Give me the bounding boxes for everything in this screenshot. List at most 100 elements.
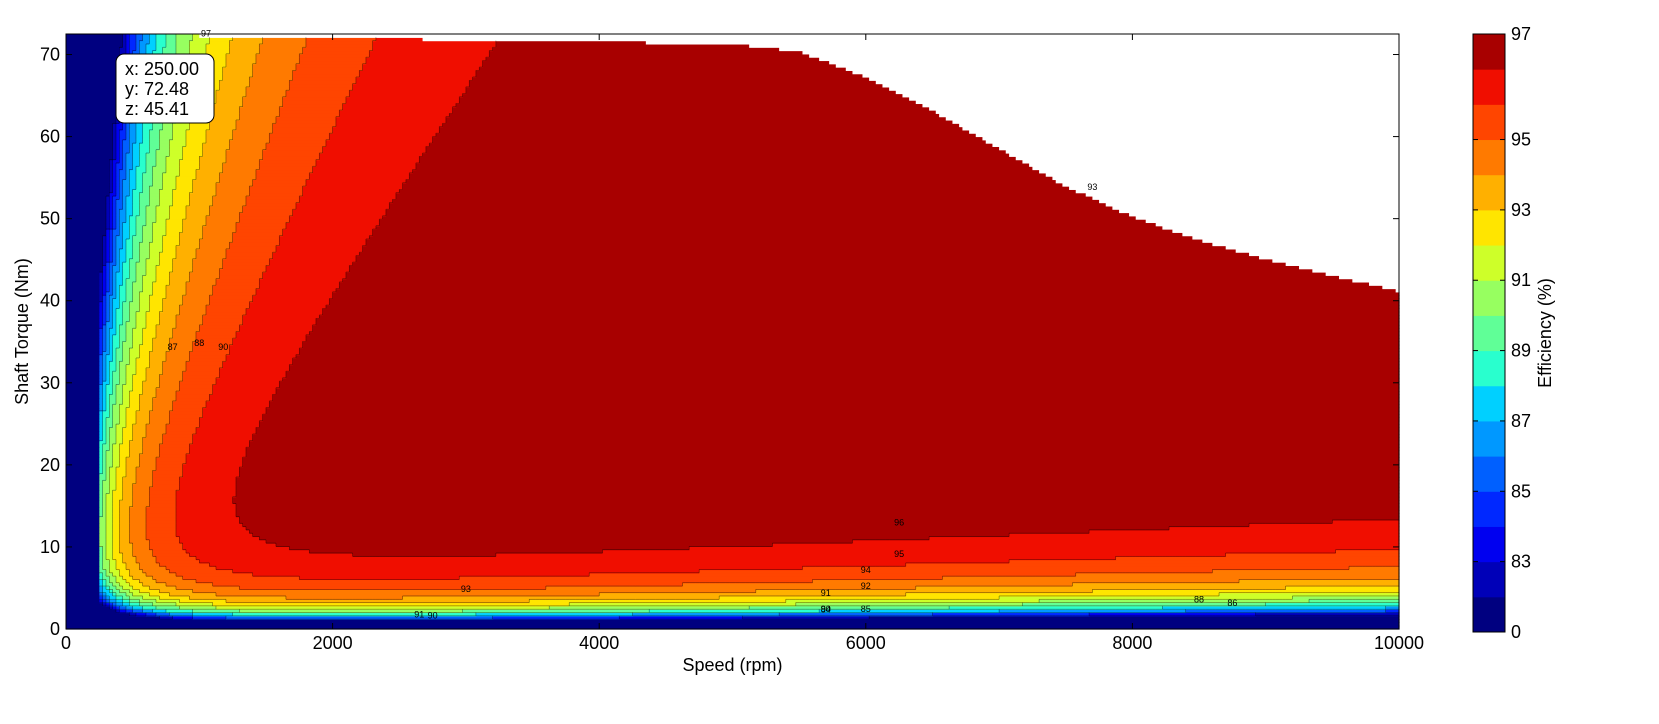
contour-band-cell (129, 450, 144, 455)
contour-band-cell (139, 258, 147, 263)
contour-band-cell (99, 348, 104, 352)
contour-band-cell (115, 162, 124, 167)
contour-band-cell (812, 579, 1240, 584)
contour-band-cell (402, 186, 1070, 190)
contour-band-cell (139, 195, 150, 200)
contour-band-cell (66, 86, 117, 91)
contour-band-cell (119, 536, 130, 541)
contour-band-cell (992, 143, 1400, 147)
contour-band-cell (179, 235, 204, 240)
contour-band-cell (66, 562, 100, 567)
contour-band-cell (182, 470, 240, 475)
contour-band-cell (182, 371, 220, 376)
contour-band-cell (129, 453, 140, 458)
contour-band-cell (105, 384, 114, 389)
contour-band-cell (299, 351, 1400, 356)
contour-band-cell (109, 576, 117, 581)
contour-band-cell (112, 582, 120, 587)
contour-band-cell (122, 576, 134, 581)
contour-band-cell (125, 169, 130, 174)
contour-band-cell (1009, 153, 1400, 157)
contour-band-cell (285, 374, 1400, 379)
contour-band-cell (235, 331, 310, 336)
contour-band-cell (162, 179, 177, 184)
contour-band-cell (115, 609, 120, 614)
contour-band-cell (112, 242, 117, 247)
contour-band-cell (985, 139, 1400, 144)
contour-band-cell (132, 496, 150, 501)
contour-band-cell (245, 526, 1170, 531)
contour-band-cell (165, 162, 180, 167)
contour-band-cell (125, 166, 134, 171)
contour-band-cell (109, 232, 114, 237)
contour-band-cell (105, 556, 114, 561)
contour-band-cell (169, 153, 184, 157)
contour-band-cell (115, 153, 120, 157)
contour-band-cell (102, 463, 107, 468)
contour-band-cell (112, 238, 117, 243)
contour-band-cell (155, 153, 170, 157)
contour-band-cell (155, 334, 174, 339)
contour-band-cell (295, 202, 390, 207)
contour-band-cell (149, 37, 157, 42)
contour-band-cell (302, 192, 397, 197)
contour-band-cell (119, 569, 130, 574)
contour-band-cell (112, 450, 120, 455)
contour-band-cell (129, 149, 134, 154)
contour-band-cell (282, 96, 347, 101)
contour-band-cell (252, 70, 294, 75)
contour-band-cell (372, 229, 1173, 233)
contour-band-cell (102, 460, 107, 465)
contour-band-cell (355, 80, 470, 85)
contour-band-cell (105, 457, 114, 462)
contour-band-cell (1052, 176, 1400, 181)
contour-band-cell (222, 166, 260, 171)
contour-band-cell (66, 552, 100, 557)
contour-band-cell (135, 133, 144, 138)
contour-band-cell (66, 67, 120, 71)
contour-band-cell (175, 321, 204, 326)
contour-band-cell (272, 126, 334, 131)
contour-band-cell (302, 186, 404, 190)
contour-band-cell (115, 123, 124, 128)
contour-band-cell (299, 53, 370, 58)
contour-band-cell (335, 123, 444, 128)
contour-band-cell (112, 129, 117, 134)
contour-band-cell (135, 470, 154, 475)
contour-band-cell (122, 238, 127, 243)
contour-band-cell (325, 143, 430, 147)
contour-band-cell (135, 420, 150, 425)
contour-band-cell (212, 285, 260, 290)
contour-band-cell (112, 513, 120, 518)
contour-band-cell (529, 599, 787, 604)
contour-band-cell (1225, 245, 1400, 250)
contour-band-cell (309, 331, 1400, 336)
contour-band-cell (109, 595, 117, 600)
contour-band-cell (119, 255, 127, 260)
contour-band-cell (66, 440, 100, 445)
contour-band-cell (122, 186, 130, 190)
contour-band-cell (66, 242, 104, 247)
contour-band-cell (149, 295, 167, 300)
contour-band-cell (205, 404, 270, 409)
contour-band-cell (169, 341, 194, 346)
contour-band-cell (109, 377, 114, 382)
contour-band-cell (209, 301, 250, 306)
contour-band-cell (145, 510, 177, 514)
contour-band-cell (119, 417, 127, 422)
contour-band-cell (66, 225, 107, 230)
contour-band-cell (319, 153, 424, 157)
contour-band-cell (132, 255, 140, 260)
contour-band-cell (495, 40, 647, 45)
contour-band-cell (129, 314, 137, 319)
contour-band-cell (245, 453, 1400, 458)
contour-band-cell (255, 291, 334, 296)
contour-band-cell (105, 209, 110, 214)
contour-band-cell (209, 562, 907, 567)
contour-band-cell (115, 225, 120, 230)
contour-band-cell (1265, 602, 1400, 607)
contour-band-cell (142, 229, 154, 233)
contour-band-cell (202, 410, 267, 415)
contour-band-cell (122, 225, 130, 230)
